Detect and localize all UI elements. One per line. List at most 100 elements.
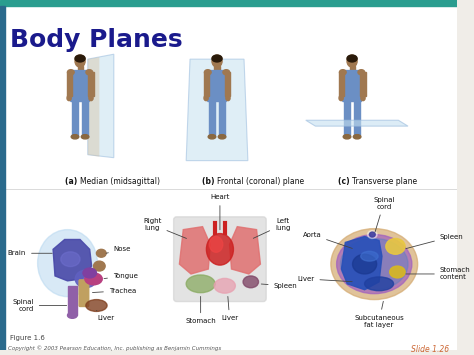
Ellipse shape <box>243 276 258 288</box>
Ellipse shape <box>347 55 357 67</box>
Text: Spleen: Spleen <box>406 234 464 248</box>
Text: Spinal
cord: Spinal cord <box>373 197 395 232</box>
Ellipse shape <box>219 135 226 139</box>
Ellipse shape <box>186 275 215 293</box>
Ellipse shape <box>361 95 365 101</box>
Bar <box>203 72 209 96</box>
Polygon shape <box>186 59 248 160</box>
Ellipse shape <box>331 229 418 300</box>
Bar <box>219 101 226 135</box>
Ellipse shape <box>386 239 405 254</box>
Ellipse shape <box>223 70 229 75</box>
Ellipse shape <box>206 234 233 265</box>
Text: Slide 1.26: Slide 1.26 <box>411 345 449 354</box>
Bar <box>226 72 230 96</box>
Ellipse shape <box>340 239 408 290</box>
FancyBboxPatch shape <box>79 280 89 306</box>
Bar <box>0 6 5 350</box>
Ellipse shape <box>361 251 378 261</box>
Ellipse shape <box>67 95 71 101</box>
Ellipse shape <box>86 300 107 311</box>
Polygon shape <box>88 57 100 157</box>
Ellipse shape <box>343 135 351 139</box>
Ellipse shape <box>212 55 222 67</box>
Ellipse shape <box>61 252 80 267</box>
Text: (b): (b) <box>202 178 217 186</box>
Ellipse shape <box>82 135 89 139</box>
Ellipse shape <box>204 95 208 101</box>
Polygon shape <box>208 71 226 102</box>
Ellipse shape <box>75 55 85 62</box>
Polygon shape <box>71 71 89 102</box>
Text: Left
lung: Left lung <box>253 218 290 238</box>
Ellipse shape <box>208 135 216 139</box>
Text: Median (midsagittal): Median (midsagittal) <box>80 178 160 186</box>
Text: Brain: Brain <box>8 250 52 256</box>
Text: Subcutaneous
fat layer: Subcutaneous fat layer <box>354 301 404 328</box>
Ellipse shape <box>347 55 357 62</box>
Text: Spinal
cord: Spinal cord <box>12 299 67 312</box>
Text: Figure 1.6: Figure 1.6 <box>9 335 45 341</box>
Bar <box>78 66 82 71</box>
Ellipse shape <box>214 278 236 293</box>
Bar <box>0 0 457 6</box>
Bar <box>67 286 77 315</box>
Bar <box>89 72 93 96</box>
Ellipse shape <box>83 268 96 278</box>
Text: Copyright © 2003 Pearson Education, Inc. publishing as Benjamin Cummings: Copyright © 2003 Pearson Education, Inc.… <box>8 345 221 351</box>
Text: Liver: Liver <box>221 296 238 321</box>
Bar <box>66 72 72 96</box>
Ellipse shape <box>369 232 375 237</box>
Ellipse shape <box>71 135 79 139</box>
Ellipse shape <box>339 70 346 75</box>
Bar <box>349 66 355 71</box>
Polygon shape <box>179 226 210 274</box>
Ellipse shape <box>365 277 393 291</box>
Text: Heart: Heart <box>210 194 229 230</box>
Ellipse shape <box>353 254 377 274</box>
Bar <box>82 101 89 135</box>
Ellipse shape <box>93 261 105 271</box>
Ellipse shape <box>337 235 412 294</box>
Ellipse shape <box>353 135 361 139</box>
Polygon shape <box>343 71 361 102</box>
Text: Transverse plane: Transverse plane <box>352 178 417 186</box>
Text: Stomach
content: Stomach content <box>406 267 471 280</box>
Polygon shape <box>88 54 114 158</box>
Ellipse shape <box>86 70 93 75</box>
Ellipse shape <box>390 266 405 278</box>
Bar <box>72 101 78 135</box>
Polygon shape <box>306 120 408 126</box>
Text: (a): (a) <box>65 178 80 186</box>
Text: Nose: Nose <box>106 246 131 253</box>
Ellipse shape <box>204 70 211 75</box>
Ellipse shape <box>67 312 77 318</box>
Ellipse shape <box>37 230 98 297</box>
Bar <box>361 72 365 96</box>
Polygon shape <box>229 226 260 274</box>
Text: Aorta: Aorta <box>302 231 352 248</box>
Ellipse shape <box>212 55 222 62</box>
Text: Stomach: Stomach <box>185 296 216 324</box>
Bar <box>338 72 344 96</box>
Polygon shape <box>341 236 382 290</box>
Text: Tongue: Tongue <box>104 273 138 279</box>
Text: Spleen: Spleen <box>261 283 297 289</box>
Text: Liver: Liver <box>297 276 352 282</box>
Text: Right
lung: Right lung <box>143 218 186 239</box>
Polygon shape <box>53 240 91 281</box>
Text: Frontal (coronal) plane: Frontal (coronal) plane <box>217 178 304 186</box>
Ellipse shape <box>226 95 230 101</box>
Ellipse shape <box>210 236 223 252</box>
Ellipse shape <box>67 70 74 75</box>
Ellipse shape <box>75 55 85 67</box>
Text: Liver: Liver <box>96 310 115 321</box>
Bar <box>215 66 219 71</box>
Bar <box>344 101 350 135</box>
Bar <box>354 101 361 135</box>
Ellipse shape <box>367 231 377 239</box>
Ellipse shape <box>339 95 343 101</box>
Ellipse shape <box>85 273 102 285</box>
Ellipse shape <box>358 70 365 75</box>
Text: Trachea: Trachea <box>92 288 136 294</box>
